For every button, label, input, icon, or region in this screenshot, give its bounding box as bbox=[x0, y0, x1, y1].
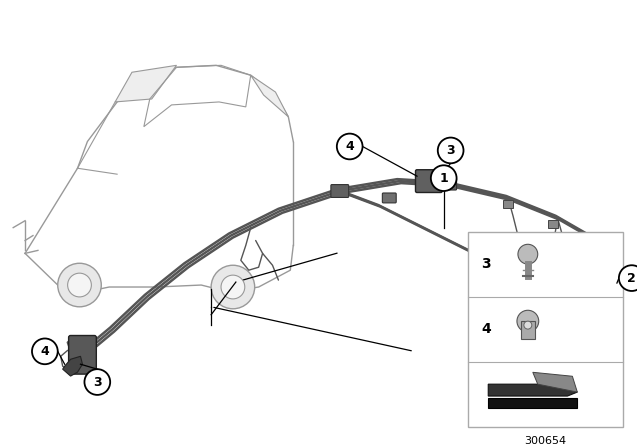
Bar bbox=[488, 398, 577, 408]
Circle shape bbox=[68, 273, 92, 297]
Circle shape bbox=[337, 134, 362, 159]
Bar bbox=[521, 321, 535, 339]
Bar bbox=[568, 299, 577, 307]
Polygon shape bbox=[63, 356, 83, 376]
Circle shape bbox=[211, 265, 255, 309]
FancyBboxPatch shape bbox=[382, 193, 396, 203]
Text: 4: 4 bbox=[481, 322, 491, 336]
Circle shape bbox=[84, 369, 110, 395]
Circle shape bbox=[431, 165, 456, 191]
Text: 300654: 300654 bbox=[525, 436, 566, 447]
FancyBboxPatch shape bbox=[441, 178, 456, 190]
Bar bbox=[468, 232, 623, 426]
Circle shape bbox=[32, 339, 58, 364]
Bar bbox=[503, 200, 513, 208]
Text: 3: 3 bbox=[93, 375, 102, 388]
Polygon shape bbox=[532, 372, 577, 392]
Text: 4: 4 bbox=[346, 140, 354, 153]
Circle shape bbox=[438, 138, 463, 164]
Text: 3: 3 bbox=[446, 144, 455, 157]
Circle shape bbox=[619, 265, 640, 291]
Bar bbox=[532, 279, 543, 287]
Text: 1: 1 bbox=[439, 172, 448, 185]
Circle shape bbox=[524, 321, 532, 329]
Text: 3: 3 bbox=[481, 257, 491, 271]
FancyBboxPatch shape bbox=[415, 170, 442, 193]
Circle shape bbox=[517, 310, 539, 332]
FancyBboxPatch shape bbox=[331, 185, 349, 198]
Polygon shape bbox=[488, 384, 577, 396]
Bar bbox=[592, 243, 602, 251]
Circle shape bbox=[58, 263, 101, 307]
FancyBboxPatch shape bbox=[68, 336, 97, 374]
Text: 4: 4 bbox=[40, 345, 49, 358]
Circle shape bbox=[518, 244, 538, 264]
Polygon shape bbox=[251, 75, 289, 117]
Bar bbox=[548, 220, 557, 228]
Text: 2: 2 bbox=[627, 271, 636, 284]
Polygon shape bbox=[115, 65, 177, 102]
Circle shape bbox=[221, 275, 244, 299]
